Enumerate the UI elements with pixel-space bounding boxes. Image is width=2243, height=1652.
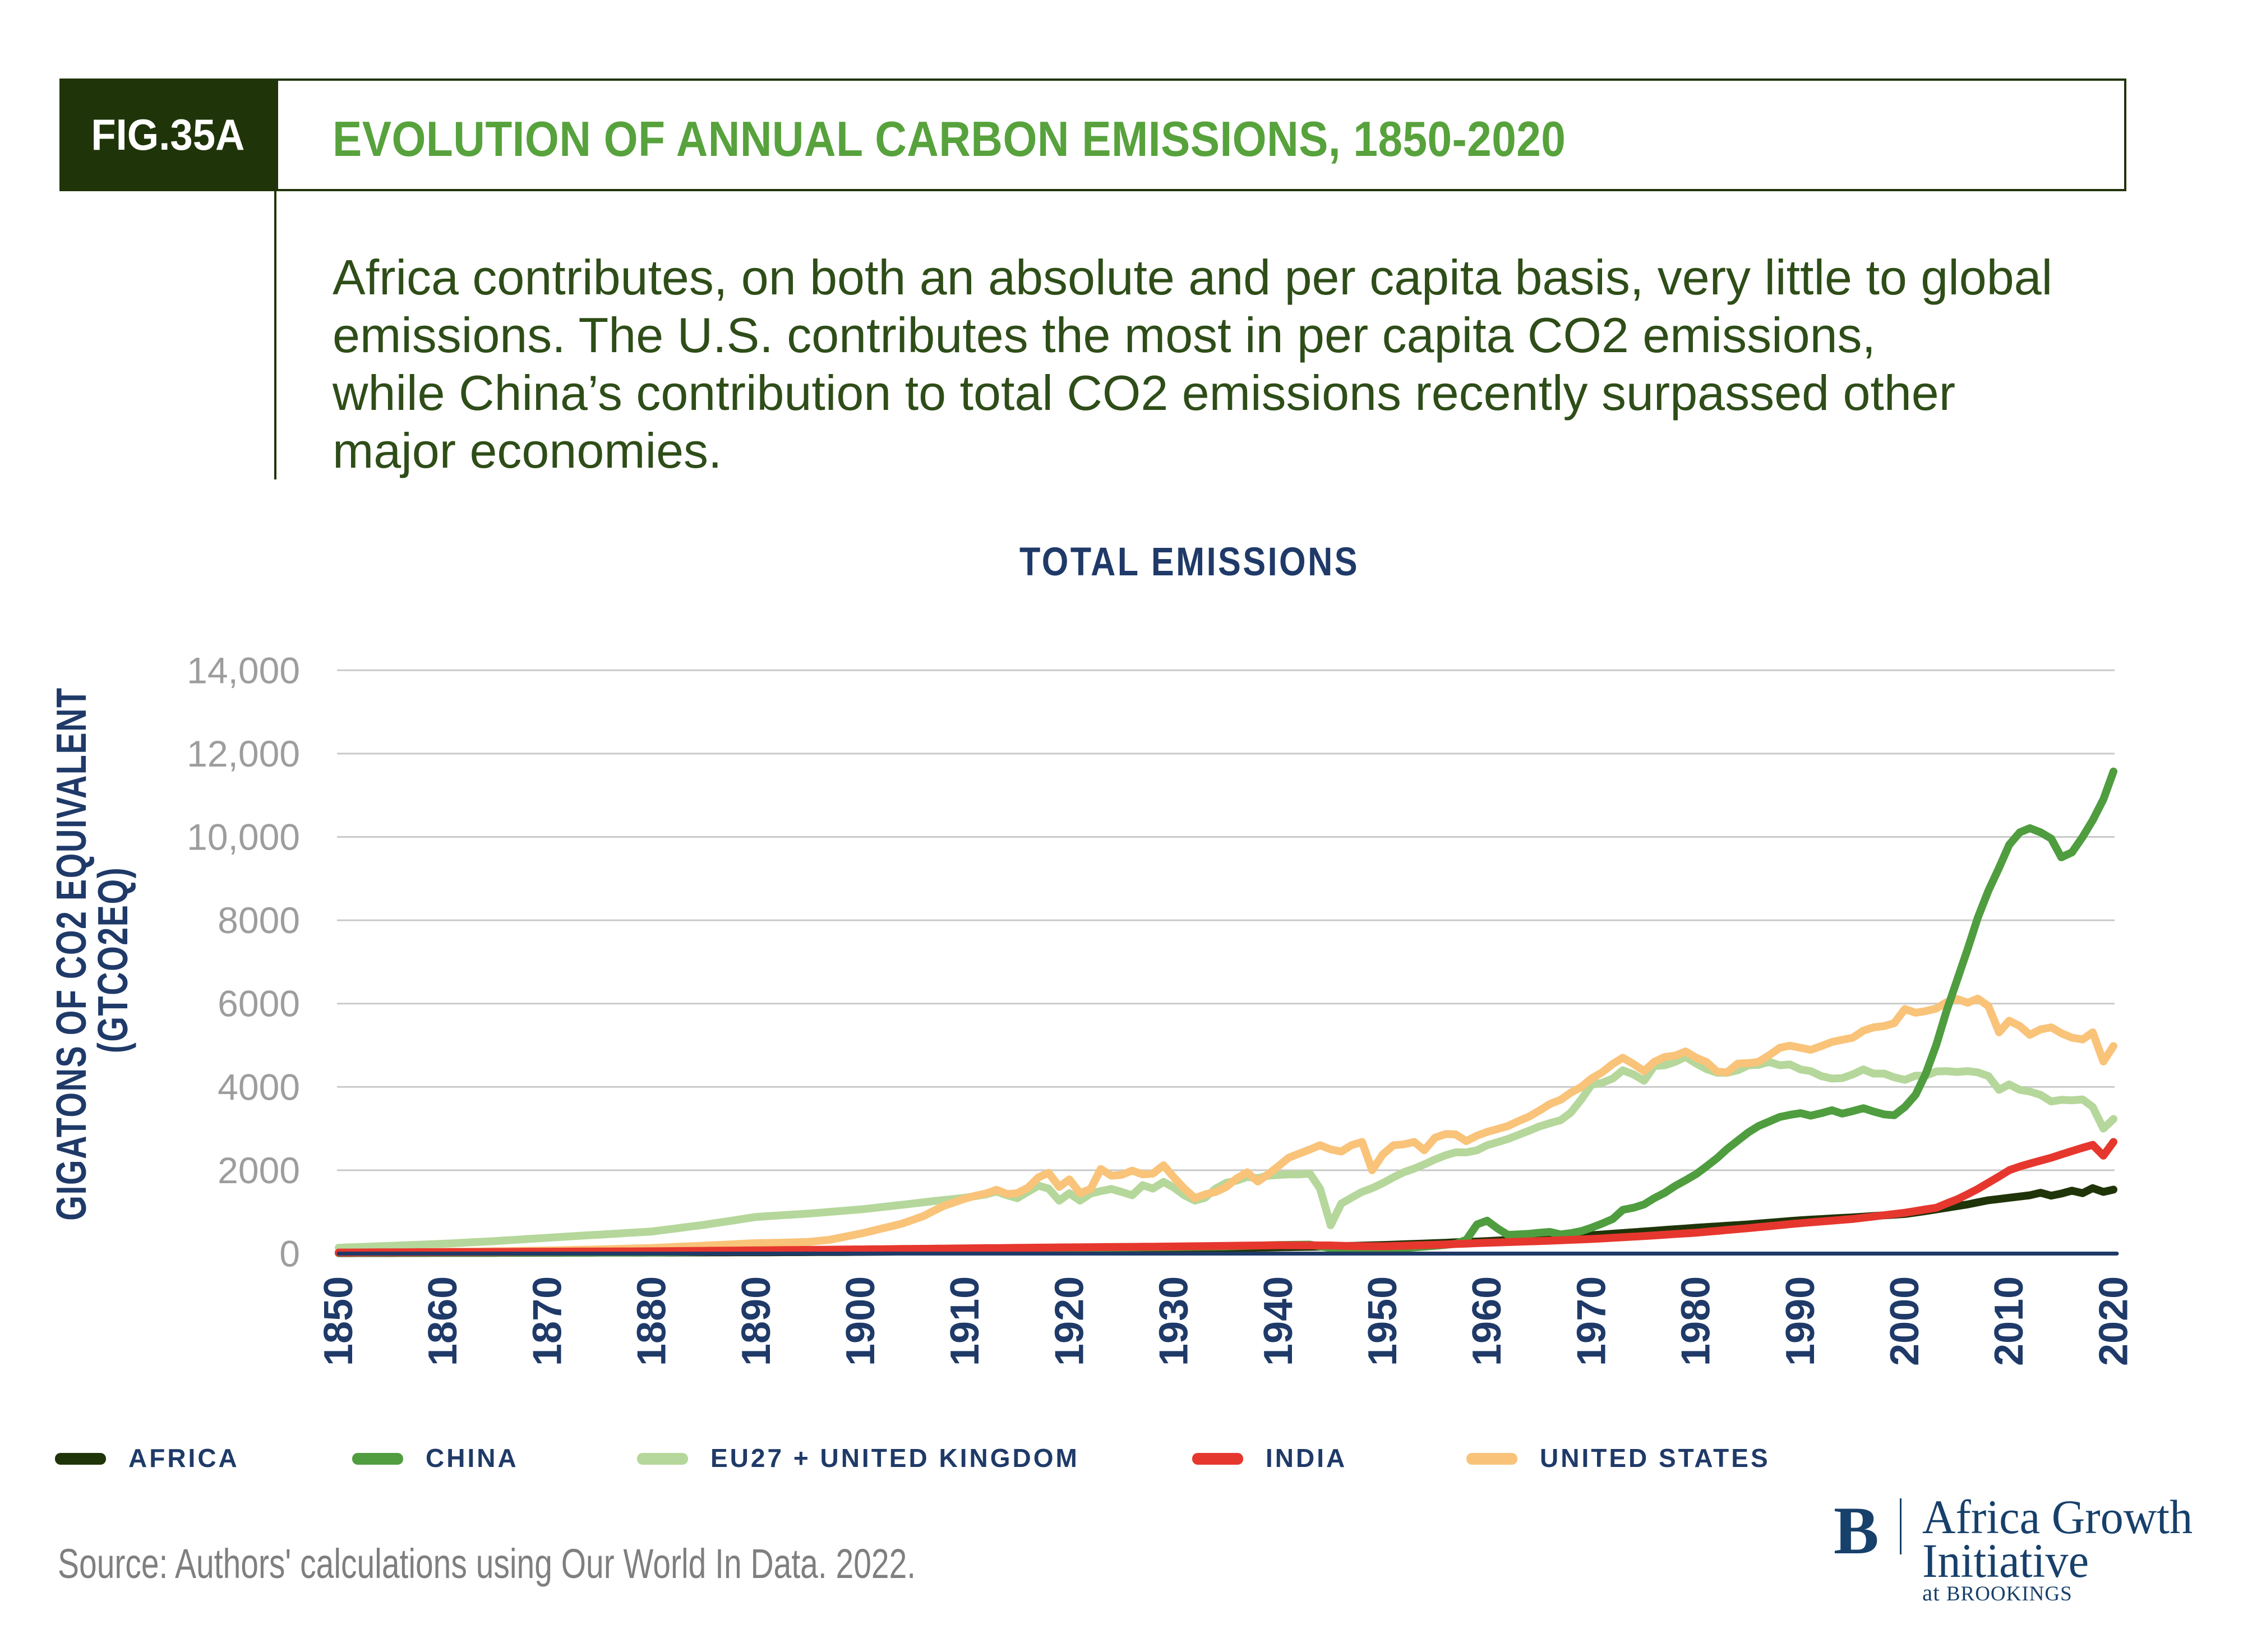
svg-text:1950: 1950 (1360, 1276, 1405, 1366)
svg-text:14,000: 14,000 (187, 649, 300, 691)
svg-text:2000: 2000 (218, 1150, 300, 1191)
svg-text:0: 0 (279, 1233, 300, 1275)
svg-text:(GTCO2EQ): (GTCO2EQ) (90, 867, 137, 1053)
svg-text:1930: 1930 (1152, 1276, 1197, 1366)
svg-text:1880: 1880 (630, 1276, 675, 1366)
svg-text:10,000: 10,000 (187, 816, 300, 858)
svg-text:1940: 1940 (1256, 1276, 1301, 1366)
svg-text:1890: 1890 (734, 1276, 779, 1366)
svg-text:1910: 1910 (943, 1276, 987, 1366)
svg-text:1960: 1960 (1465, 1276, 1510, 1366)
svg-text:1850: 1850 (316, 1276, 361, 1366)
svg-text:2000: 2000 (1882, 1276, 1927, 1366)
svg-text:2020: 2020 (2091, 1276, 2136, 1366)
svg-text:12,000: 12,000 (187, 733, 300, 774)
svg-text:1980: 1980 (1674, 1276, 1719, 1366)
svg-text:1920: 1920 (1047, 1276, 1092, 1366)
svg-text:1970: 1970 (1569, 1276, 1614, 1366)
svg-text:GIGATONS OF CO2 EQUIVALENT: GIGATONS OF CO2 EQUIVALENT (49, 687, 95, 1220)
svg-text:1990: 1990 (1778, 1276, 1823, 1366)
svg-text:4000: 4000 (218, 1066, 300, 1108)
svg-text:8000: 8000 (218, 899, 300, 941)
svg-text:1870: 1870 (525, 1276, 570, 1366)
svg-text:1860: 1860 (421, 1276, 465, 1366)
svg-text:6000: 6000 (218, 983, 300, 1025)
svg-text:1900: 1900 (838, 1276, 883, 1366)
svg-text:2010: 2010 (1987, 1276, 2032, 1366)
